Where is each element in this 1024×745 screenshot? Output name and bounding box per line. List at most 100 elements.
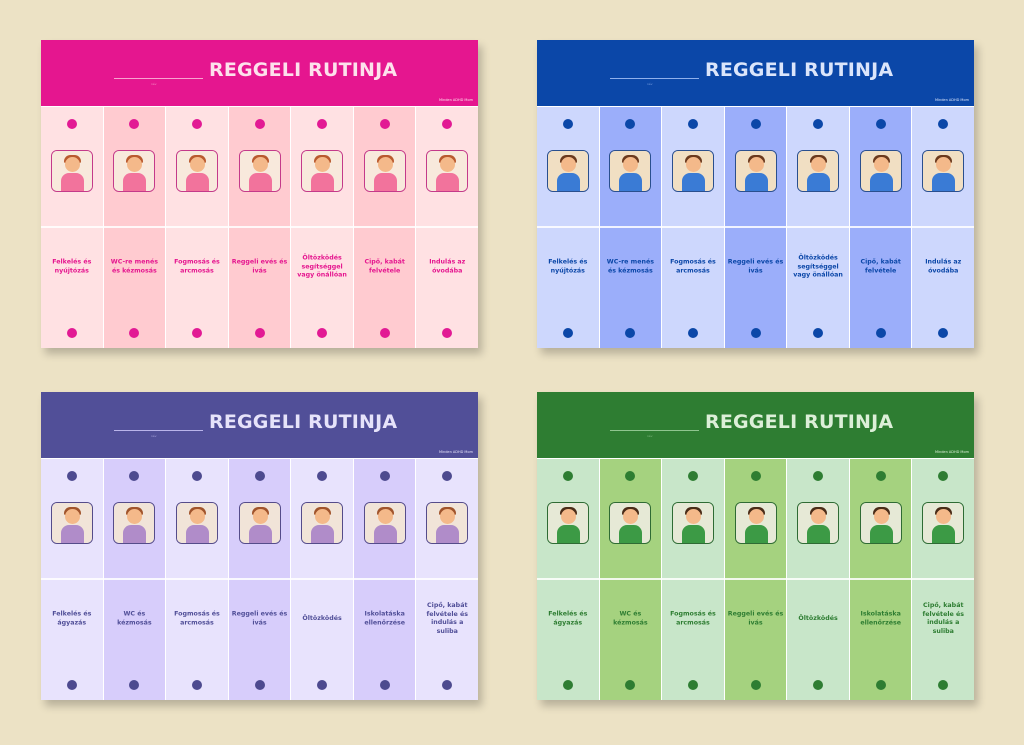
bottom-punch-dot-icon (191, 680, 202, 690)
step-label: Felkelés és nyújtózás (52, 258, 92, 275)
bottom-punch-dot-icon (938, 680, 949, 690)
row-divider (599, 578, 662, 580)
dressing-icon (797, 150, 840, 192)
top-punch-dot-icon (129, 471, 140, 481)
card-title: REGGELI RUTINJA (705, 59, 894, 81)
leaving-icon (426, 150, 469, 192)
name-caption: név (151, 434, 157, 438)
top-punch-dot-icon (191, 119, 202, 129)
top-punch-dot-icon (750, 471, 761, 481)
steps-columns: Felkelés és ágyazás WC és kézmosás Fogmo… (41, 459, 478, 700)
bottom-punch-dot-icon (625, 328, 636, 338)
step-label: Reggeli evés és ivás (727, 258, 784, 275)
bottom-punch-dot-icon (750, 680, 761, 690)
step-label: Felkelés és nyújtózás (548, 258, 588, 275)
bottom-punch-dot-icon (875, 328, 886, 338)
card-title: REGGELI RUTINJA (209, 59, 398, 81)
card-header: név REGGELI RUTINJA Minden ADHD Mom (537, 40, 974, 106)
routine-step: Reggeli evés és ivás (724, 459, 787, 700)
routine-step: Öltözködés (787, 459, 849, 700)
brand-credit: Minden ADHD Mom (934, 98, 969, 102)
step-label: Fogmosás és arcmosás (670, 258, 716, 275)
bottom-punch-dot-icon (875, 680, 886, 690)
card-header: név REGGELI RUTINJA Minden ADHD Mom (41, 40, 478, 106)
step-label: Cipő, kabát felvétele és indulás a sulib… (922, 602, 964, 635)
routine-step: Indulás az óvodába (416, 107, 478, 348)
bottom-punch-dot-icon (562, 680, 573, 690)
step-label: Fogmosás és arcmosás (174, 258, 220, 275)
bottom-punch-dot-icon (379, 680, 390, 690)
leaving-icon (426, 502, 469, 544)
bottom-punch-dot-icon (562, 328, 573, 338)
top-punch-dot-icon (625, 119, 636, 129)
name-blank-line (114, 78, 203, 79)
top-punch-dot-icon (317, 471, 328, 481)
hand-washing-icon (113, 150, 156, 192)
top-punch-dot-icon (875, 471, 886, 481)
row-divider (787, 226, 849, 228)
top-punch-dot-icon (938, 119, 949, 129)
step-label: Cipő, kabát felvétele (364, 258, 405, 275)
routine-step: WC-re menés és kézmosás (103, 107, 166, 348)
step-label: WC és kézmosás (613, 610, 648, 627)
row-divider (537, 578, 599, 580)
bottom-punch-dot-icon (938, 328, 949, 338)
leaving-icon (922, 150, 965, 192)
step-label: Reggeli evés és ivás (231, 610, 288, 627)
top-punch-dot-icon (66, 471, 77, 481)
routine-step: Cipő, kabát felvétele és indulás a sulib… (912, 459, 974, 700)
top-punch-dot-icon (442, 119, 453, 129)
breakfast-icon (238, 150, 281, 192)
breakfast-icon (734, 502, 777, 544)
routine-card-purple: név REGGELI RUTINJA Minden ADHD Mom Felk… (41, 392, 478, 700)
name-caption: név (151, 82, 157, 86)
brand-credit: Minden ADHD Mom (934, 450, 969, 454)
top-punch-dot-icon (687, 471, 698, 481)
bottom-punch-dot-icon (254, 680, 265, 690)
routine-step: WC és kézmosás (599, 459, 662, 700)
routine-step: Reggeli evés és ivás (724, 107, 787, 348)
routine-step: Öltözködés segítséggel vagy önállóan (787, 107, 849, 348)
step-label: Reggeli evés és ivás (727, 610, 784, 627)
row-divider (416, 578, 478, 580)
step-label: Iskolatáska ellenőrzése (364, 610, 406, 627)
row-divider (849, 578, 912, 580)
row-divider (41, 578, 103, 580)
step-label: Öltözködés segítséggel vagy önállóan (297, 254, 347, 279)
row-divider (228, 578, 291, 580)
bottom-punch-dot-icon (129, 328, 140, 338)
top-punch-dot-icon (562, 471, 573, 481)
brand-credit: Minden ADHD Mom (438, 450, 473, 454)
routine-step: WC-re menés és kézmosás (599, 107, 662, 348)
step-label: Öltözködés (302, 614, 342, 622)
step-label: WC és kézmosás (117, 610, 152, 627)
schoolbag-icon (859, 502, 902, 544)
top-punch-dot-icon (625, 471, 636, 481)
breakfast-icon (238, 502, 281, 544)
routine-step: Felkelés és ágyazás (41, 459, 103, 700)
routine-step: Iskolatáska ellenőrzése (849, 459, 912, 700)
hand-washing-icon (609, 502, 652, 544)
card-title: REGGELI RUTINJA (705, 411, 894, 433)
tooth-brushing-icon (175, 502, 218, 544)
top-punch-dot-icon (813, 119, 824, 129)
routine-step: Fogmosás és arcmosás (166, 459, 228, 700)
name-blank-line (114, 430, 203, 431)
top-punch-dot-icon (813, 471, 824, 481)
bottom-punch-dot-icon (191, 328, 202, 338)
row-divider (724, 578, 787, 580)
step-label: Cipő, kabát felvétele és indulás a sulib… (426, 602, 468, 635)
routine-step: Cipő, kabát felvétele (849, 107, 912, 348)
step-label: Felkelés és ágyazás (548, 610, 588, 627)
steps-columns: Felkelés és nyújtózás WC-re menés és kéz… (41, 107, 478, 348)
routine-card-pink: név REGGELI RUTINJA Minden ADHD Mom Felk… (41, 40, 478, 348)
step-label: Indulás az óvodába (429, 258, 466, 275)
dressing-icon (301, 150, 344, 192)
routine-step: Reggeli evés és ivás (228, 107, 291, 348)
card-title: REGGELI RUTINJA (209, 411, 398, 433)
top-punch-dot-icon (129, 119, 140, 129)
schoolbag-icon (363, 502, 406, 544)
row-divider (166, 578, 228, 580)
routine-step: Fogmosás és arcmosás (662, 459, 724, 700)
row-divider (291, 226, 353, 228)
